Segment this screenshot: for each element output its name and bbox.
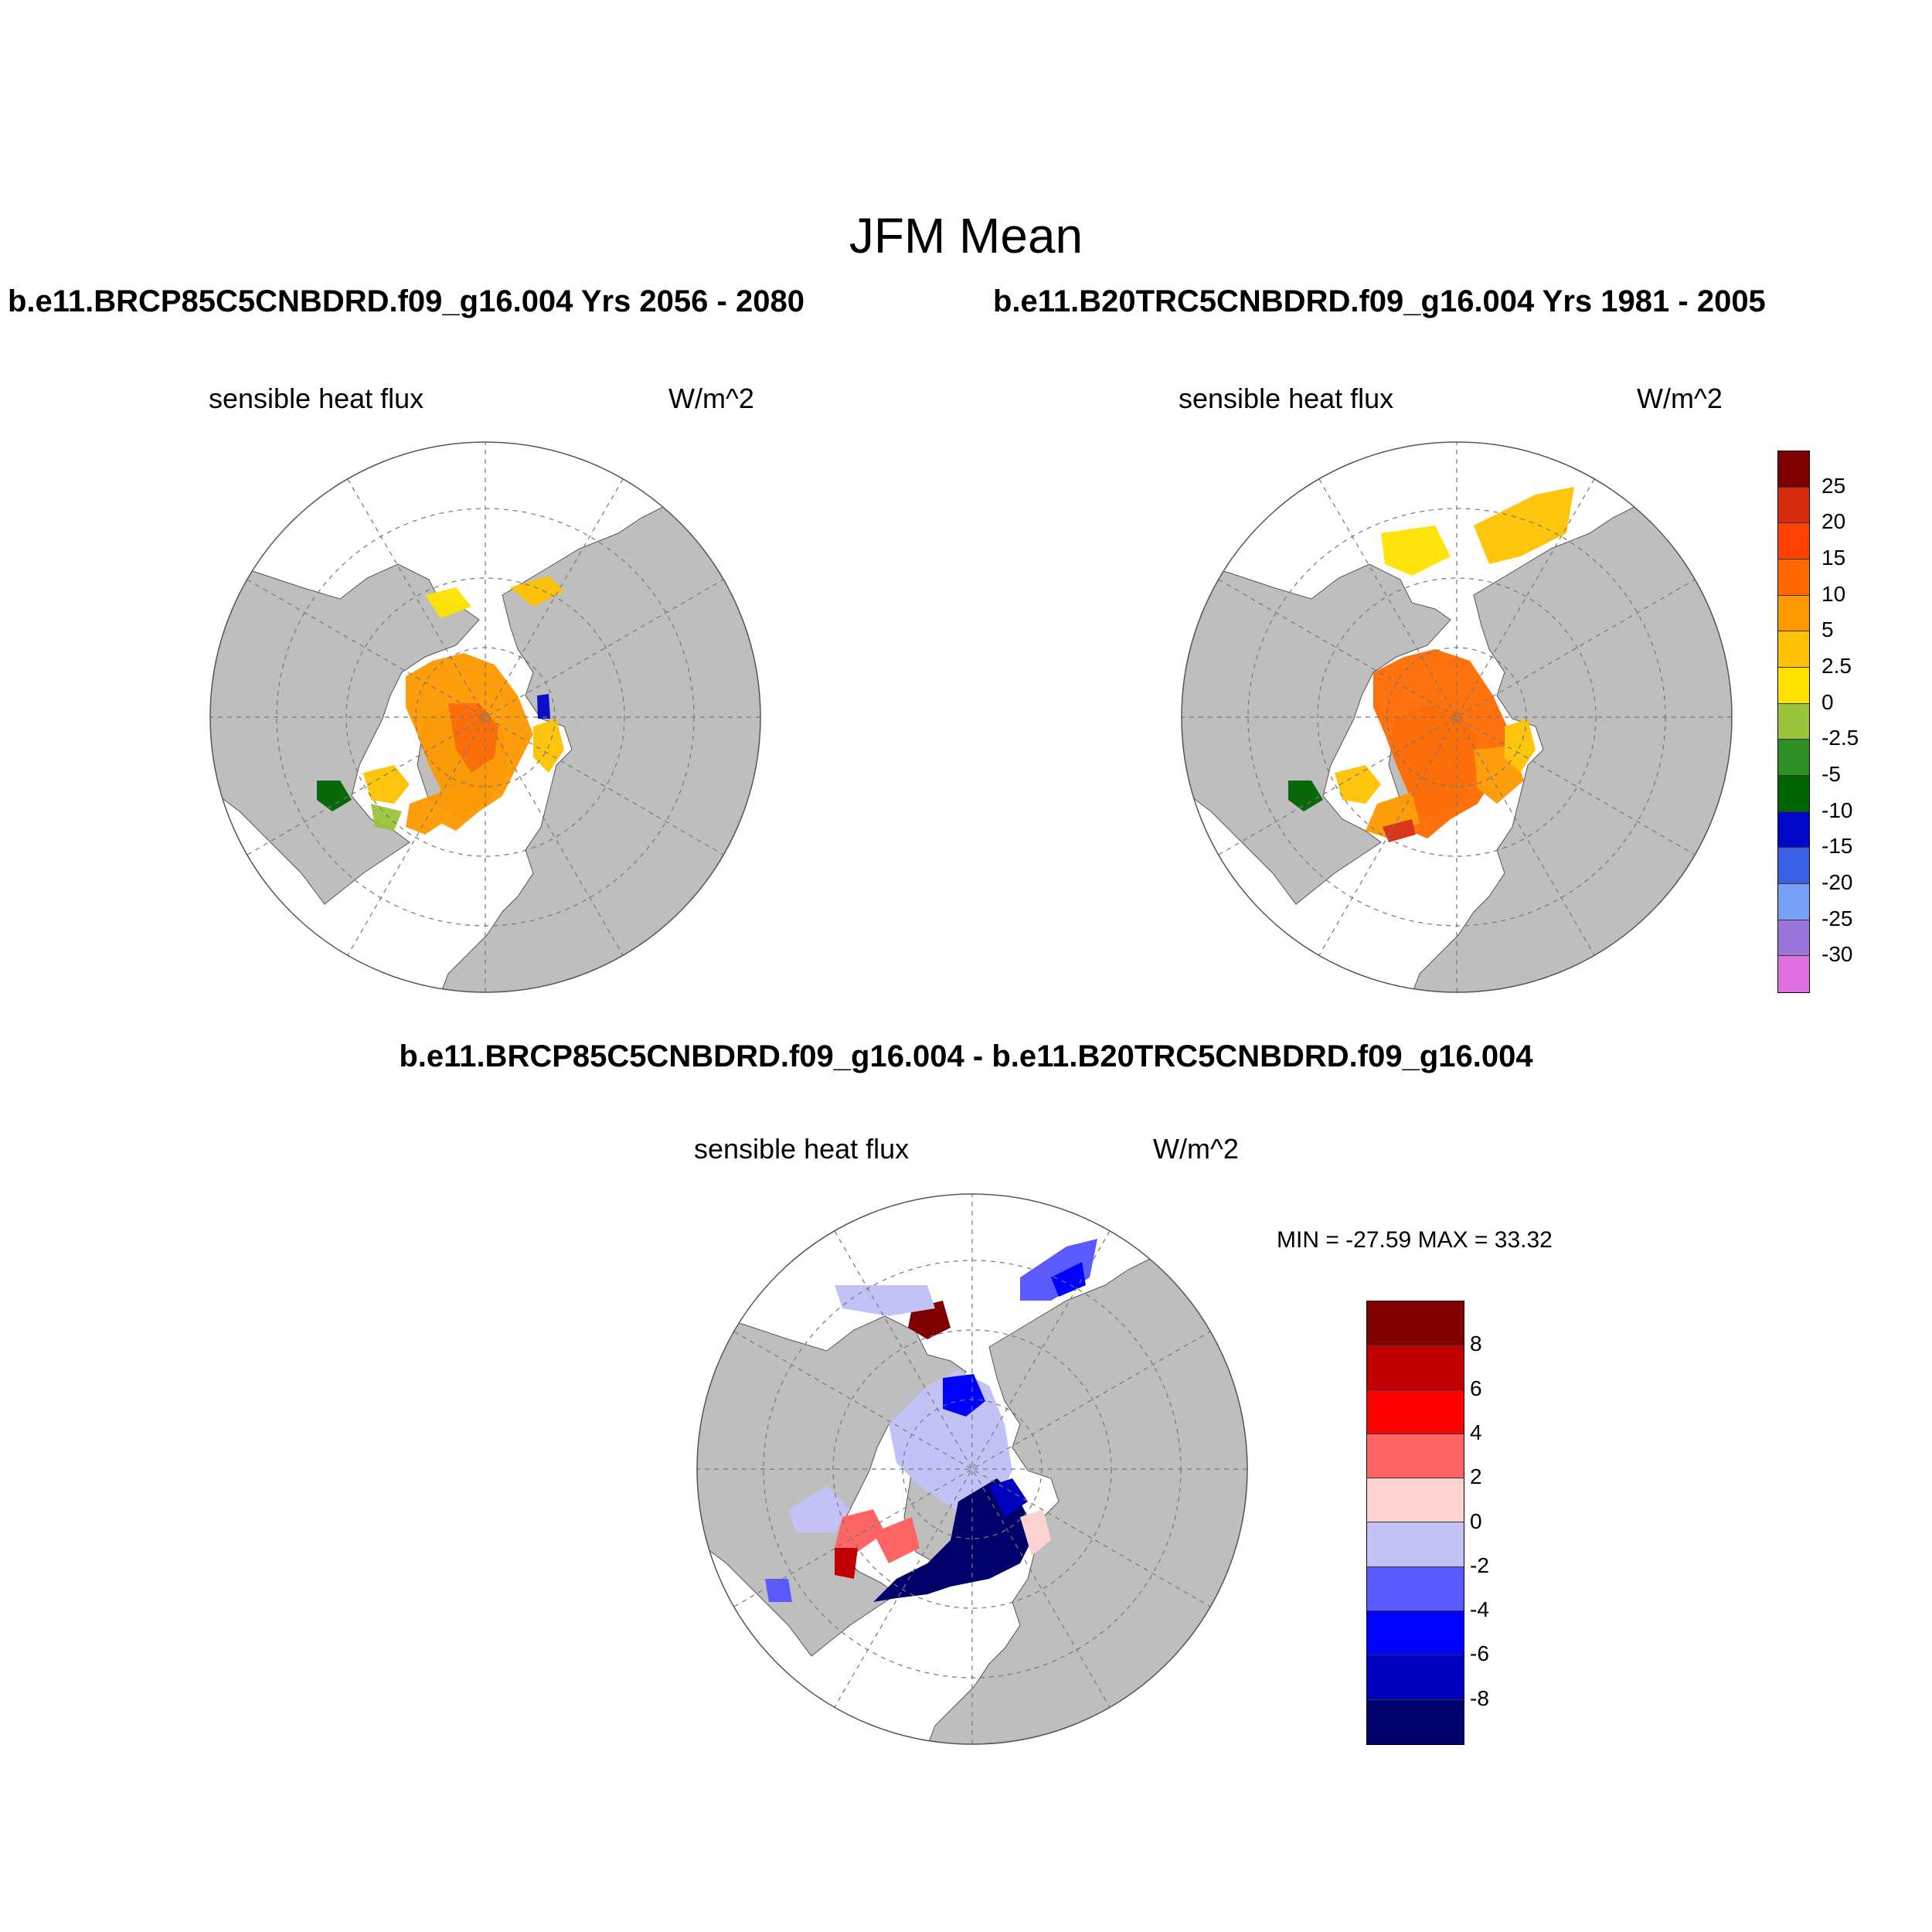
colorbar-tick-label: 0 xyxy=(1821,689,1834,714)
colorbar-tick-label: 6 xyxy=(1470,1376,1482,1400)
difference-title: b.e11.BRCP85C5CNBDRD.f09_g16.004 - b.e11… xyxy=(399,1039,1533,1073)
colorbar-swatch xyxy=(1367,1478,1464,1523)
colorbar-swatch xyxy=(1778,920,1809,957)
colorbar-tick-label: -15 xyxy=(1821,834,1853,859)
panel3-variable: sensible heat flux xyxy=(694,1133,910,1165)
colorbar-tick-label: -2 xyxy=(1470,1553,1489,1577)
case-title-right: b.e11.B20TRC5CNBDRD.f09_g16.004 Yrs 1981… xyxy=(993,284,1766,318)
colorbar-swatch xyxy=(1778,848,1809,884)
panel1-units: W/m^2 xyxy=(668,383,754,414)
colorbar-swatch xyxy=(1367,1699,1464,1744)
panel3-difference-map xyxy=(696,1193,1248,1745)
colorbar-swatch xyxy=(1778,631,1809,668)
colorbar-swatch xyxy=(1778,595,1809,632)
colorbar-swatch xyxy=(1367,1566,1464,1612)
graticule xyxy=(210,442,760,992)
colorbar-main xyxy=(1777,451,1810,993)
panel1-polar-map xyxy=(209,441,761,993)
land-masses xyxy=(210,486,760,992)
colorbar-swatch xyxy=(1778,956,1809,992)
colorbar-tick-label: 10 xyxy=(1821,581,1846,606)
colorbar-swatch xyxy=(1778,740,1809,776)
panel2-polar-map xyxy=(1181,441,1733,993)
colorbar-tick-label: -20 xyxy=(1821,870,1853,894)
colorbar-tick-label: -5 xyxy=(1821,762,1841,786)
colorbar-swatch xyxy=(1778,775,1809,812)
panel3-units: W/m^2 xyxy=(1153,1133,1239,1165)
colorbar-swatch xyxy=(1367,1389,1464,1434)
colorbar-swatch xyxy=(1778,523,1809,560)
colorbar-tick-label: 20 xyxy=(1821,509,1846,534)
panel1-variable: sensible heat flux xyxy=(209,383,424,414)
colorbar-tick-label: -4 xyxy=(1470,1597,1489,1622)
colorbar-tick-label: -25 xyxy=(1821,906,1853,930)
figure-title: JFM Mean xyxy=(849,208,1083,264)
colorbar-swatch xyxy=(1367,1655,1464,1700)
colorbar-tick-label: 0 xyxy=(1470,1509,1482,1533)
colorbar-tick-label: 2.5 xyxy=(1821,654,1852,678)
panel2-units: W/m^2 xyxy=(1637,383,1723,414)
colorbar-swatch xyxy=(1778,883,1809,920)
colorbar-tick-label: 4 xyxy=(1470,1420,1482,1444)
colorbar-tick-label: 25 xyxy=(1821,473,1846,498)
colorbar-tick-label: -6 xyxy=(1470,1641,1489,1666)
colorbar-swatch xyxy=(1778,559,1809,596)
colorbar-tick-label: 5 xyxy=(1821,617,1834,642)
colorbar-swatch xyxy=(1367,1345,1464,1390)
colorbar-swatch xyxy=(1367,1611,1464,1656)
colorbar-swatch xyxy=(1367,1434,1464,1479)
colorbar-swatch xyxy=(1778,487,1809,524)
panel3-min-max: MIN = -27.59 MAX = 33.32 xyxy=(1277,1227,1553,1253)
colorbar-tick-label: -8 xyxy=(1470,1685,1489,1710)
colorbar-tick-label: 8 xyxy=(1470,1332,1482,1356)
colorbar-swatch xyxy=(1778,811,1809,849)
colorbar-tick-label: 2 xyxy=(1470,1464,1482,1489)
colorbar-difference xyxy=(1366,1301,1464,1745)
colorbar-tick-label: 15 xyxy=(1821,546,1846,570)
colorbar-swatch xyxy=(1367,1522,1464,1567)
colorbar-tick-label: -10 xyxy=(1821,798,1853,822)
colorbar-tick-label: -2.5 xyxy=(1821,726,1859,750)
panel2-variable: sensible heat flux xyxy=(1179,383,1394,414)
colorbar-swatch xyxy=(1778,667,1809,704)
colorbar-swatch xyxy=(1367,1301,1464,1346)
colorbar-tick-label: -30 xyxy=(1821,942,1853,967)
colorbar-swatch xyxy=(1778,451,1809,488)
colorbar-swatch xyxy=(1778,703,1809,740)
case-title-left: b.e11.BRCP85C5CNBDRD.f09_g16.004 Yrs 205… xyxy=(8,284,804,318)
